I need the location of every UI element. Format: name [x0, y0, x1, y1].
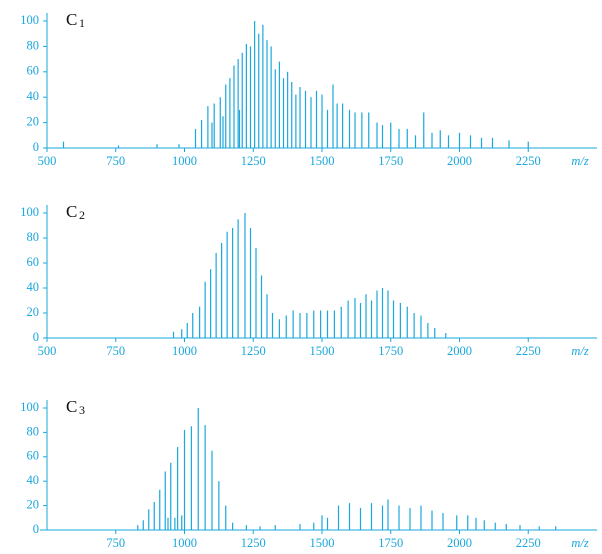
y-tick-label: 80 [27, 230, 40, 244]
x-tick-label: 2000 [447, 536, 472, 550]
y-tick-label: 100 [20, 13, 39, 27]
y-tick-label: 0 [33, 522, 39, 536]
x-tick-label: 1000 [172, 344, 197, 358]
panel-label: C [66, 397, 77, 416]
x-tick-label: 1500 [310, 536, 335, 550]
y-tick-label: 60 [27, 449, 40, 463]
x-tick-label: 1000 [172, 154, 197, 168]
x-tick-label: 1750 [378, 154, 403, 168]
x-axis-label: m/z [571, 154, 589, 168]
x-tick-label: 2250 [516, 154, 541, 168]
x-tick-label: 2250 [516, 344, 541, 358]
y-tick-label: 60 [27, 64, 40, 78]
panel-label-sub: 2 [79, 208, 85, 222]
y-tick-label: 100 [20, 205, 39, 219]
panel-label-sub: 3 [79, 403, 85, 417]
y-tick-label: 80 [27, 424, 40, 438]
x-tick-label: 2250 [516, 536, 541, 550]
y-tick-label: 40 [27, 89, 40, 103]
y-tick-label: 20 [27, 114, 40, 128]
x-tick-label: 1750 [378, 344, 403, 358]
panel-label-sub: 1 [79, 16, 85, 30]
x-tick-label: 750 [106, 536, 125, 550]
x-tick-label: 2000 [447, 154, 472, 168]
x-tick-label: 1250 [241, 344, 266, 358]
x-tick-label: 1250 [241, 536, 266, 550]
y-tick-label: 0 [33, 330, 39, 344]
x-axis-label: m/z [571, 536, 589, 550]
y-tick-label: 20 [27, 305, 40, 319]
y-tick-label: 20 [27, 497, 40, 511]
x-tick-label: 2000 [447, 344, 472, 358]
x-tick-label: 500 [38, 344, 57, 358]
y-tick-label: 100 [20, 400, 39, 414]
x-tick-label: 750 [106, 154, 125, 168]
x-tick-label: 1000 [172, 536, 197, 550]
y-tick-label: 40 [27, 473, 40, 487]
x-tick-label: 1750 [378, 536, 403, 550]
x-tick-label: 1500 [310, 344, 335, 358]
panel-label: C [66, 202, 77, 221]
x-axis-label: m/z [571, 344, 589, 358]
x-tick-label: 750 [106, 344, 125, 358]
x-tick-label: 500 [38, 154, 57, 168]
y-tick-label: 40 [27, 280, 40, 294]
y-tick-label: 80 [27, 38, 40, 52]
panel-label: C [66, 10, 77, 29]
y-tick-label: 0 [33, 140, 39, 154]
y-tick-label: 60 [27, 255, 40, 269]
x-tick-label: 1250 [241, 154, 266, 168]
x-tick-label: 1500 [310, 154, 335, 168]
